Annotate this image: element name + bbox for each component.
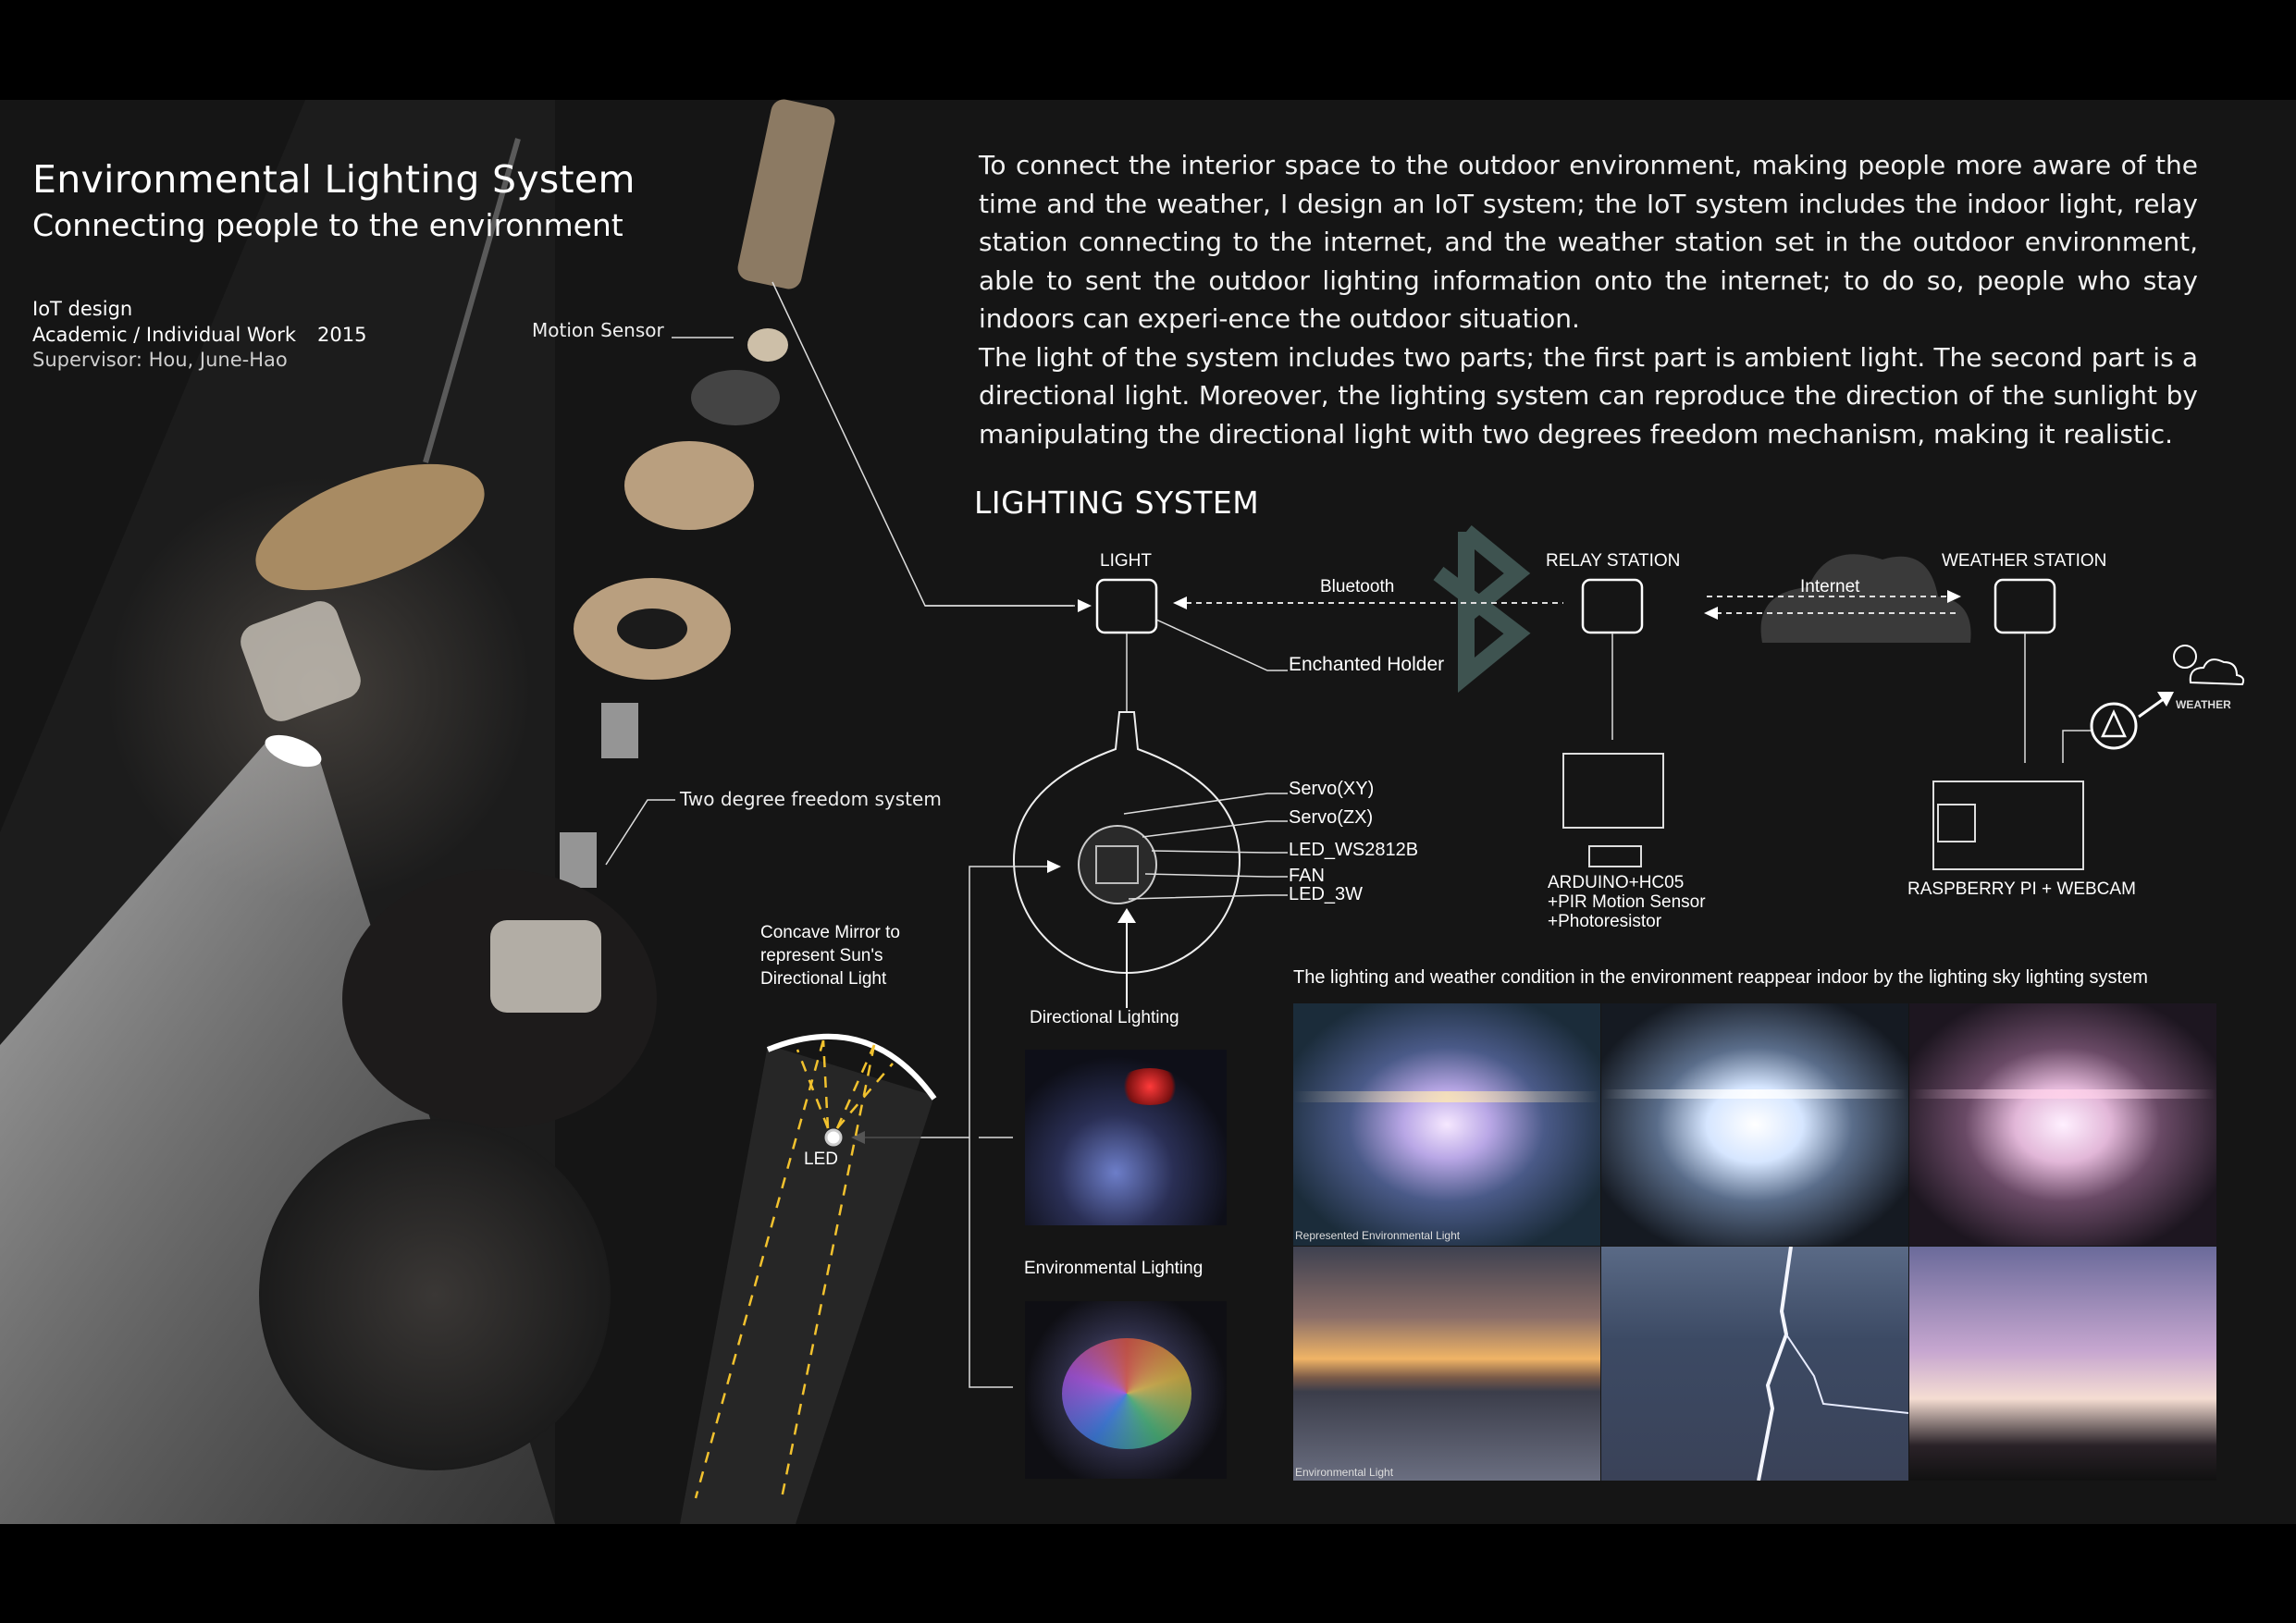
hanging-rod	[423, 138, 521, 463]
light-box	[1095, 578, 1158, 634]
page-subtitle: Connecting people to the environment	[32, 207, 623, 243]
environmental-lighting-label: Environmental Lighting	[1024, 1259, 1204, 1278]
represented-light-photo-1	[1293, 1003, 1600, 1246]
description-paragraph-2: The light of the system includes two par…	[979, 341, 2198, 449]
light-label: LIGHT	[1100, 551, 1152, 571]
arduino-label-2: +PIR Motion Sensor	[1548, 892, 1706, 912]
directional-lighting-photo	[1025, 1050, 1227, 1225]
supervisor: Supervisor: Hou, June-Hao	[32, 349, 288, 371]
light-rays	[694, 1039, 894, 1499]
disc-part	[691, 370, 780, 425]
bulb-outline	[1012, 711, 1241, 974]
led-3w-label: LED_3W	[1289, 884, 1364, 904]
lower-globe-2	[259, 1119, 611, 1470]
page-title: Environmental Lighting System	[32, 157, 636, 202]
lightning-bolt	[1757, 1247, 1793, 1481]
description-text: To connect the interior space to the out…	[979, 146, 2198, 453]
arduino-label-1: ARDUINO+HC05	[1548, 873, 1685, 892]
mirror-label-1: Concave Mirror to	[760, 923, 900, 942]
module-part	[241, 601, 361, 721]
led-point	[824, 1128, 843, 1147]
servo-zx-label: Servo(ZX)	[1289, 807, 1374, 828]
raspberry-label: RASPBERRY PI + WEBCAM	[1907, 879, 2136, 899]
internet-label: Internet	[1800, 577, 1860, 596]
bluetooth-icon	[1433, 525, 1531, 693]
environmental-lighting-photo	[1025, 1301, 1227, 1479]
weather-station-label: WEATHER STATION	[1942, 551, 2107, 571]
weather-station-box	[1994, 578, 2056, 634]
represented-light-photo-2	[1601, 1003, 1908, 1246]
sun-icon	[2173, 645, 2197, 669]
servo-xy-label: Servo(XY)	[1289, 779, 1375, 799]
raspberry-pi-icon	[1932, 781, 2084, 870]
arduino-board-icon	[1562, 753, 1664, 829]
bluetooth-label: Bluetooth	[1320, 577, 1395, 596]
two-degree-label: Two degree freedom system	[680, 788, 942, 810]
represented-light-photo-3	[1909, 1003, 2216, 1246]
motion-sensor-part	[747, 328, 788, 362]
relay-box	[1581, 578, 1644, 634]
led-strip-label: LED_WS2812B	[1289, 840, 1419, 860]
disc-part	[624, 441, 754, 530]
arduino-label-3: +Photoresistor	[1548, 912, 1662, 931]
concave-mirror	[766, 1033, 937, 1100]
cloudy-sky-photo	[1909, 1247, 2216, 1481]
mirror-label-3: Directional Light	[760, 969, 887, 989]
holder-label: Enchanted Holder	[1289, 654, 1445, 675]
directional-lighting-label: Directional Lighting	[1030, 1008, 1179, 1027]
weather-icon-label: WEATHER	[2176, 698, 2231, 711]
motion-sensor-label: Motion Sensor	[532, 319, 664, 341]
gallery-caption: The lighting and weather condition in th…	[1293, 967, 2148, 988]
description-paragraph-1: To connect the interior space to the out…	[979, 150, 2198, 334]
lightning-photo	[1601, 1247, 1908, 1481]
relay-label: RELAY STATION	[1546, 551, 1681, 571]
mirror-label-2: represent Sun's	[760, 946, 883, 965]
fan-label: FAN	[1289, 866, 1325, 886]
cloud-icon	[1760, 554, 1971, 643]
gimbal-module	[1078, 825, 1157, 904]
work-type: Academic / Individual Work	[32, 324, 297, 346]
environmental-light-caption: Environmental Light	[1295, 1466, 1394, 1479]
weather-cloud-icon	[2189, 658, 2245, 686]
section-title: LIGHTING SYSTEM	[974, 485, 1260, 521]
project-year: 2015	[317, 324, 367, 346]
webcam-icon	[2090, 702, 2138, 750]
project-category: IoT design	[32, 298, 133, 320]
tube-part	[737, 99, 835, 289]
led-label: LED	[804, 1150, 838, 1169]
globe-cap	[255, 463, 485, 591]
sunset-photo	[1293, 1247, 1600, 1481]
represented-light-caption: Represented Environmental Light	[1295, 1229, 1461, 1242]
